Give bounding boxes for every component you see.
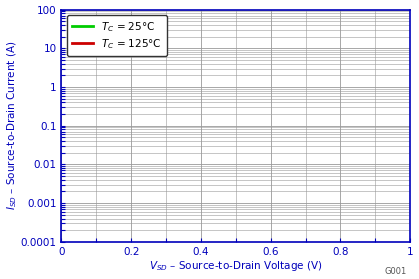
X-axis label: $V_{SD}$ – Source-to-Drain Voltage (V): $V_{SD}$ – Source-to-Drain Voltage (V) <box>149 259 323 273</box>
Text: G001: G001 <box>384 267 406 276</box>
Y-axis label: $I_{SD}$ – Source-to-Drain Current (A): $I_{SD}$ – Source-to-Drain Current (A) <box>5 41 19 210</box>
Legend: $T_C$ = 25°C, $T_C$ = 125°C: $T_C$ = 25°C, $T_C$ = 125°C <box>67 15 167 56</box>
